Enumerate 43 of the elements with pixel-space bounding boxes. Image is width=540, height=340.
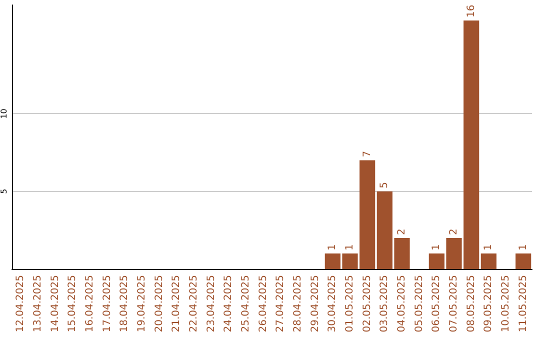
data-label: 1	[431, 244, 442, 250]
x-tick-label: 08.05.2025	[466, 275, 477, 332]
x-tick-label: 16.04.2025	[84, 275, 96, 332]
x-tick-label: 17.04.2025	[102, 275, 113, 332]
x-tick-label: 02.05.2025	[362, 275, 373, 332]
data-label: 1	[518, 244, 529, 250]
data-label: 1	[483, 244, 494, 250]
bar	[516, 253, 532, 269]
x-tick-label: 03.05.2025	[379, 275, 390, 332]
data-label: 2	[396, 228, 408, 235]
x-tick-label: 30.04.2025	[327, 275, 338, 332]
x-tick-label: 25.04.2025	[240, 275, 252, 332]
x-tick-label: 04.05.2025	[396, 275, 408, 332]
x-tick-label: 19.04.2025	[136, 275, 148, 332]
bar	[480, 253, 496, 269]
x-tick-label: 05.05.2025	[414, 275, 425, 332]
x-tick-label: 24.04.2025	[223, 275, 234, 332]
data-label: 7	[362, 150, 373, 158]
x-tick-label: 28.04.2025	[292, 275, 304, 332]
data-label: 5	[379, 182, 390, 188]
x-tick-label: 07.05.2025	[448, 275, 460, 332]
x-tick-label: 27.04.2025	[275, 275, 286, 332]
x-tick-label: 14.04.2025	[50, 275, 61, 332]
x-tick-label: 09.05.2025	[483, 275, 494, 332]
x-tick-label: 26.04.2025	[258, 275, 269, 332]
x-tick-label: 10.05.2025	[500, 275, 512, 332]
x-tick-label: 21.04.2025	[171, 275, 182, 332]
x-tick-label: 13.04.2025	[32, 275, 44, 332]
x-tick-label: 23.04.2025	[206, 275, 217, 332]
y-tick-label: 10	[0, 108, 8, 119]
x-tick-label: 12.04.2025	[15, 275, 26, 332]
x-tick-label: 01.05.2025	[344, 275, 356, 332]
data-label: 2	[448, 228, 460, 235]
x-tick-label: 20.04.2025	[154, 275, 165, 332]
x-tick-label: 15.04.2025	[67, 275, 78, 332]
data-label: 1	[327, 244, 338, 250]
x-tick-label: 18.04.2025	[119, 275, 130, 332]
x-tick-label: 11.05.2025	[518, 275, 529, 332]
x-tick-label: 22.04.2025	[188, 275, 200, 332]
data-label: 1	[344, 244, 356, 250]
x-tick-label: 29.04.2025	[310, 275, 321, 332]
data-label: 16	[466, 4, 477, 18]
x-tick-label: 06.05.2025	[431, 275, 442, 332]
